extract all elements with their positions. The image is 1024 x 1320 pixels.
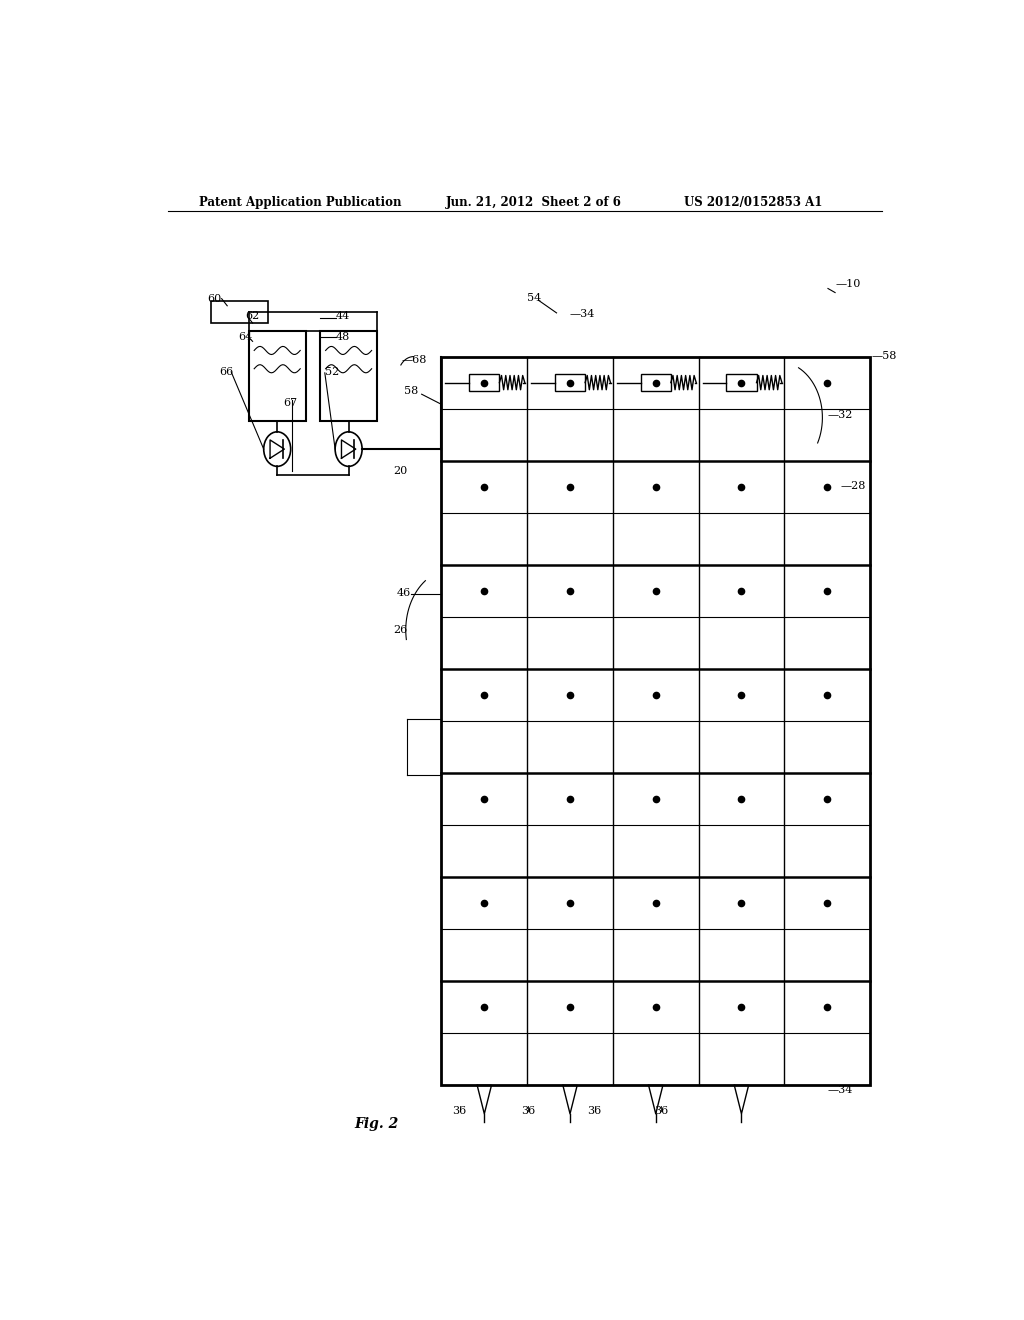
Bar [469, 375, 500, 391]
Text: 20: 20 [393, 466, 408, 477]
Text: US 2012/0152853 A1: US 2012/0152853 A1 [684, 195, 822, 209]
Text: 52: 52 [325, 367, 339, 376]
Text: 36: 36 [588, 1106, 602, 1115]
Circle shape [335, 432, 362, 466]
Bar [211, 301, 268, 323]
Text: 36: 36 [521, 1106, 536, 1115]
Text: 36: 36 [453, 1106, 467, 1115]
Text: 62: 62 [246, 312, 260, 321]
Bar [555, 375, 585, 391]
Text: 36: 36 [654, 1106, 669, 1115]
Text: —10: —10 [836, 280, 861, 289]
Text: —34: —34 [569, 309, 595, 319]
Bar [321, 331, 377, 421]
Text: —28: —28 [841, 480, 866, 491]
Bar [249, 331, 306, 421]
Circle shape [264, 432, 291, 466]
Text: Fig. 2: Fig. 2 [354, 1117, 398, 1131]
Bar [441, 356, 870, 1085]
Text: 26: 26 [393, 624, 408, 635]
Bar [641, 375, 671, 391]
Text: 54: 54 [527, 293, 542, 302]
Text: Jun. 21, 2012  Sheet 2 of 6: Jun. 21, 2012 Sheet 2 of 6 [445, 195, 622, 209]
Bar [726, 375, 757, 391]
Text: —58: —58 [871, 351, 897, 360]
Text: 48: 48 [336, 333, 350, 342]
Text: 46: 46 [396, 589, 411, 598]
Text: —32: —32 [828, 409, 853, 420]
Text: 67: 67 [284, 399, 298, 408]
Text: Patent Application Publication: Patent Application Publication [200, 195, 402, 209]
Text: —34: —34 [828, 1085, 853, 1096]
Text: 64: 64 [239, 333, 253, 342]
Text: 66: 66 [219, 367, 233, 376]
Text: 44: 44 [336, 312, 350, 321]
Text: 58: 58 [404, 387, 419, 396]
Text: 60: 60 [207, 293, 221, 304]
Text: —68: —68 [401, 355, 427, 364]
